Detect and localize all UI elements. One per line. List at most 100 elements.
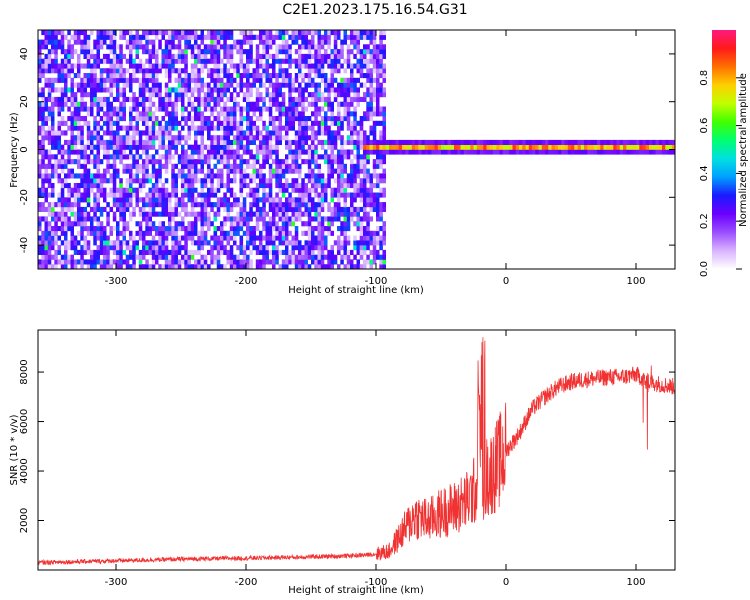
heatmap-cell <box>177 173 182 179</box>
heatmap-cell <box>142 130 146 136</box>
heatmap-cell <box>350 178 354 184</box>
heatmap-cell <box>340 187 344 193</box>
heatmap-cell <box>151 259 156 265</box>
heatmap-cell <box>60 254 65 260</box>
heatmap-cell <box>213 149 218 155</box>
heatmap-cell <box>262 49 266 55</box>
heatmap-cell <box>161 125 165 131</box>
heatmap-cell <box>184 178 188 184</box>
heatmap-cell <box>109 163 113 169</box>
heatmap-cell <box>294 240 299 246</box>
heatmap-cell <box>275 178 279 184</box>
heatmap-cell <box>47 235 52 241</box>
heatmap-cell <box>655 149 659 155</box>
heatmap-cell <box>138 139 143 145</box>
heatmap-cell <box>369 73 373 79</box>
heatmap-cell <box>145 202 149 208</box>
heatmap-cell <box>356 101 360 107</box>
heatmap-cell <box>181 163 185 169</box>
heatmap-cell <box>223 68 227 74</box>
heatmap-cell <box>268 187 273 193</box>
heatmap-cell <box>187 87 191 93</box>
heatmap-cell <box>70 111 74 117</box>
heatmap-cell <box>255 49 260 55</box>
heatmap-cell <box>252 101 256 107</box>
heatmap-cell <box>142 197 146 203</box>
heatmap-cell <box>278 44 282 50</box>
heatmap-cell <box>327 58 331 64</box>
heatmap-cell <box>197 49 201 55</box>
heatmap-cell <box>80 44 84 50</box>
heatmap-cell <box>77 173 81 179</box>
heatmap-cell <box>142 44 146 50</box>
heatmap-cell <box>99 226 104 232</box>
heatmap-cell <box>142 120 146 126</box>
heatmap-cell <box>340 192 344 198</box>
heatmap-cell <box>210 135 214 141</box>
heatmap-cell <box>41 68 45 74</box>
heatmap-cell <box>174 178 178 184</box>
heatmap-cell <box>190 240 195 246</box>
heatmap-cell <box>194 30 198 36</box>
heatmap-cell <box>301 73 305 79</box>
heatmap-cell <box>246 135 250 141</box>
heatmap-cell <box>532 144 536 150</box>
heatmap-cell <box>73 135 78 141</box>
heatmap-cell <box>314 53 318 59</box>
heatmap-cell <box>145 116 149 122</box>
heatmap-cell <box>382 125 386 131</box>
heatmap-cell <box>44 96 48 102</box>
heatmap-cell <box>38 101 42 107</box>
heatmap-cell <box>161 101 165 107</box>
heatmap-cell <box>106 249 110 255</box>
heatmap-cell <box>125 254 130 260</box>
heatmap-cell <box>190 221 195 227</box>
heatmap-cell <box>311 92 315 98</box>
heatmap-cell <box>116 240 120 246</box>
heatmap-cell <box>288 125 292 131</box>
heatmap-cell <box>525 149 529 155</box>
heatmap-cell <box>125 206 130 212</box>
heatmap-cell <box>223 49 227 55</box>
heatmap-cell <box>197 77 201 83</box>
heatmap-cell <box>145 130 149 136</box>
heatmap-cell <box>194 125 198 131</box>
heatmap-cell <box>216 154 221 160</box>
heatmap-cell <box>236 245 240 251</box>
heatmap-cell <box>187 34 191 40</box>
heatmap-cell <box>96 87 100 93</box>
heatmap-cell <box>558 149 562 155</box>
heatmap-cell <box>200 211 204 217</box>
heatmap-cell <box>246 73 250 79</box>
heatmap-cell <box>86 197 91 203</box>
heatmap-cell <box>324 125 328 131</box>
heatmap-cell <box>158 130 162 136</box>
heatmap-cell <box>320 116 325 122</box>
heatmap-cell <box>506 149 510 155</box>
heatmap-cell <box>233 154 237 160</box>
heatmap-cell <box>83 77 87 83</box>
heatmap-cell <box>606 149 611 155</box>
heatmap-cell <box>151 92 156 98</box>
heatmap-cell <box>77 130 81 136</box>
bottom-y-axis-label: SNR (10 * v/v) <box>9 414 20 485</box>
heatmap-cell <box>233 235 237 241</box>
heatmap-cell <box>67 221 71 227</box>
heatmap-cell <box>148 192 152 198</box>
heatmap-cell <box>112 96 117 102</box>
heatmap-cell <box>262 96 266 102</box>
heatmap-cell <box>190 187 195 193</box>
heatmap-cell <box>236 144 240 150</box>
heatmap-cell <box>275 197 279 203</box>
heatmap-cell <box>203 144 208 150</box>
heatmap-cell <box>333 168 338 174</box>
heatmap-cell <box>64 63 68 69</box>
heatmap-cell <box>372 135 377 141</box>
heatmap-cell <box>99 77 104 83</box>
heatmap-cell <box>382 168 386 174</box>
heatmap-cell <box>187 82 191 88</box>
heatmap-cell <box>122 192 126 198</box>
heatmap-cell <box>138 197 143 203</box>
heatmap-cell <box>480 139 484 145</box>
heatmap-cell <box>353 144 357 150</box>
